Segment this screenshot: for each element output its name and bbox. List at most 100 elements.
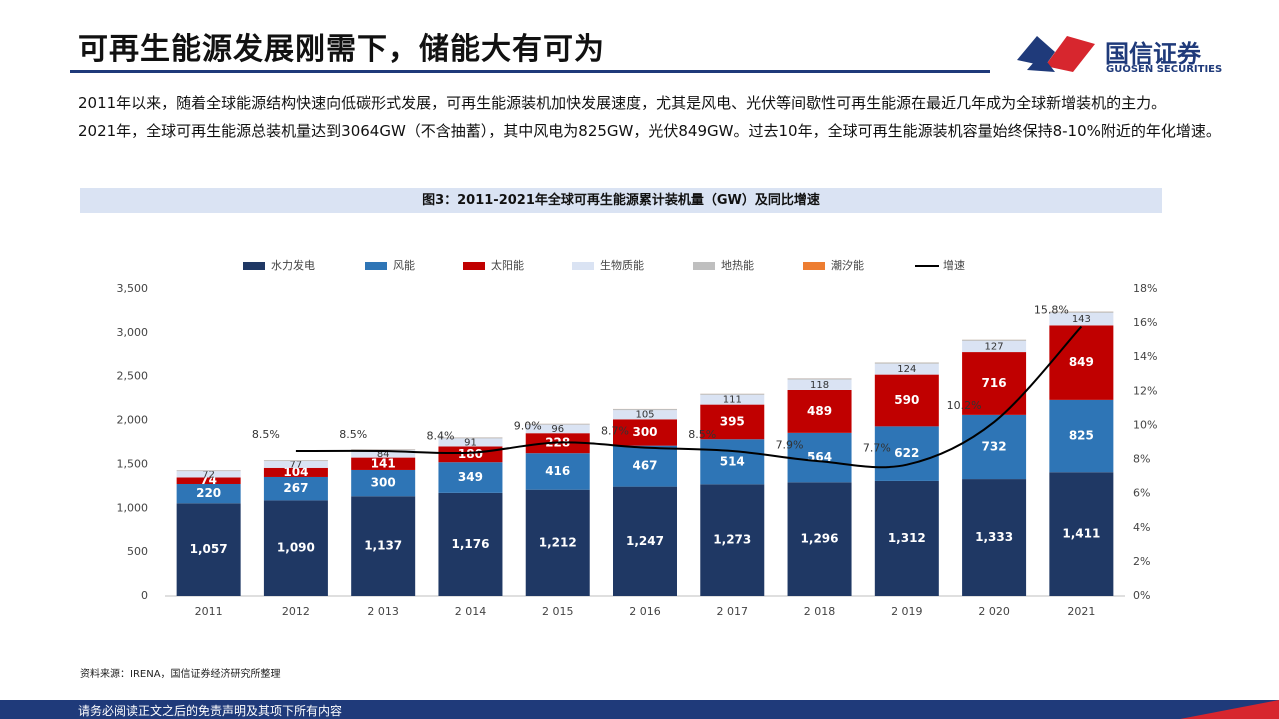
y2-tick-label: 10% [1133, 418, 1157, 431]
bar-segment [263, 461, 328, 468]
data-label: 1,296 [801, 532, 839, 546]
bar-segment [1049, 399, 1114, 473]
bar-segment [438, 492, 503, 596]
bar-segment [263, 500, 328, 596]
data-label: 849 [1069, 355, 1094, 369]
chart: 0 500 1,000 1,500 2,000 2,500 3,000 3,500 0% 2% 4%… [117, 258, 1158, 618]
bar-segment [962, 352, 1027, 415]
data-label: 118 [810, 380, 829, 391]
paragraph: 2011年以来，随着全球能源结构快速向低碳形式发展，可再生能源装机加快发展速度，… [78, 94, 1167, 112]
x-tick-label: 2 013 [367, 605, 399, 618]
y2-tick-label: 0% [1133, 589, 1150, 602]
bar-segment [874, 374, 939, 427]
source-note: 资料来源：IRENA，国信证券经济研究所整理 [80, 669, 281, 680]
y2-tick-label: 12% [1133, 384, 1157, 397]
line-label: 15.8% [1034, 304, 1069, 317]
bar-segment [1049, 312, 1114, 326]
bar-segment [525, 453, 590, 490]
data-label: 84 [377, 449, 390, 460]
data-label: 1,411 [1062, 527, 1100, 541]
line-label: 8.5% [688, 428, 716, 441]
data-label: 1,312 [888, 531, 926, 545]
bar-segment [874, 426, 939, 481]
data-label: 622 [894, 446, 919, 460]
line-label: 8.4% [426, 430, 454, 443]
y-tick-label: 1,500 [117, 457, 149, 470]
data-label: 416 [545, 464, 570, 478]
data-label: 1,273 [713, 533, 751, 547]
data-label: 111 [723, 395, 742, 406]
bar-segment [351, 457, 416, 470]
data-label: 105 [635, 410, 654, 421]
bar-segment [787, 378, 852, 380]
legend-label: 潮汐能 [831, 258, 864, 272]
footer-text: 请务必阅读正文之后的免责声明及其项下所有内容 [78, 704, 343, 718]
bar-segment [874, 480, 939, 596]
bar-segment [962, 479, 1027, 596]
data-label: 77 [290, 459, 303, 470]
bar-segment [263, 476, 328, 501]
bar-segment [700, 439, 765, 485]
y2-tick-label: 4% [1133, 521, 1150, 534]
bar-segment [787, 379, 852, 390]
bar-segment [176, 483, 241, 504]
bar-segment [613, 445, 677, 487]
data-label: 1,057 [190, 542, 228, 556]
bar-segment [700, 404, 765, 440]
bar-segment [1049, 325, 1114, 400]
bar-segment [525, 489, 590, 596]
data-label: 1,090 [277, 541, 315, 555]
data-label: 141 [371, 456, 396, 470]
y-tick-label: 2,500 [117, 370, 149, 383]
footer-bar [0, 700, 1279, 719]
data-label: 300 [371, 476, 396, 490]
data-label: 180 [458, 447, 483, 461]
bar-segment [787, 482, 852, 596]
legend-label: 水力发电 [271, 258, 315, 272]
bar-segment [351, 469, 416, 497]
bar-segment [438, 437, 503, 439]
bar-segment [700, 393, 765, 395]
data-label: 91 [464, 437, 477, 448]
legend-label: 风能 [393, 258, 415, 272]
growth-line [295, 325, 1083, 469]
bar-segment [525, 424, 590, 434]
data-label: 732 [982, 439, 1007, 453]
y2-tick-label: 16% [1133, 316, 1157, 329]
bar-segment [438, 438, 503, 447]
x-tick-label: 2 016 [629, 605, 661, 618]
line-label: 8.5% [339, 428, 367, 441]
y2-tick-label: 18% [1133, 282, 1157, 295]
bar-segment [700, 484, 765, 596]
x-tick-label: 2 020 [978, 605, 1010, 618]
bar-segment [962, 414, 1027, 480]
data-label: 104 [283, 465, 308, 479]
data-label: 124 [897, 364, 916, 375]
line-label: 7.7% [863, 442, 891, 455]
page-title: 可再生能源发展刚需下，储能大有可为 [78, 32, 605, 67]
data-label: 220 [196, 486, 221, 500]
logo-text: 国信证券 [1105, 40, 1201, 68]
y2-tick-label: 2% [1133, 555, 1150, 568]
bar-segment [613, 410, 677, 420]
data-label: 395 [720, 414, 745, 428]
x-tick-label: 2 017 [717, 605, 749, 618]
logo-subtext: GUOSEN SECURITIES [1106, 64, 1223, 75]
x-tick-label: 2 015 [542, 605, 574, 618]
line-label: 9.0% [514, 420, 542, 433]
bar-segment [176, 503, 241, 596]
y-tick-label: 2,000 [117, 414, 149, 427]
bar-segment [874, 362, 939, 364]
x-tick-label: 2021 [1067, 605, 1095, 618]
legend-swatch [803, 262, 825, 270]
x-tick-label: 2 014 [455, 605, 487, 618]
legend-swatch [365, 262, 387, 270]
data-label: 716 [982, 376, 1007, 390]
footer-accent [1180, 700, 1279, 719]
x-tick-label: 2012 [282, 605, 310, 618]
y-tick-label: 1,000 [117, 501, 149, 514]
legend-swatch [463, 262, 485, 270]
data-label: 349 [458, 470, 483, 484]
bar-segment [700, 394, 765, 405]
